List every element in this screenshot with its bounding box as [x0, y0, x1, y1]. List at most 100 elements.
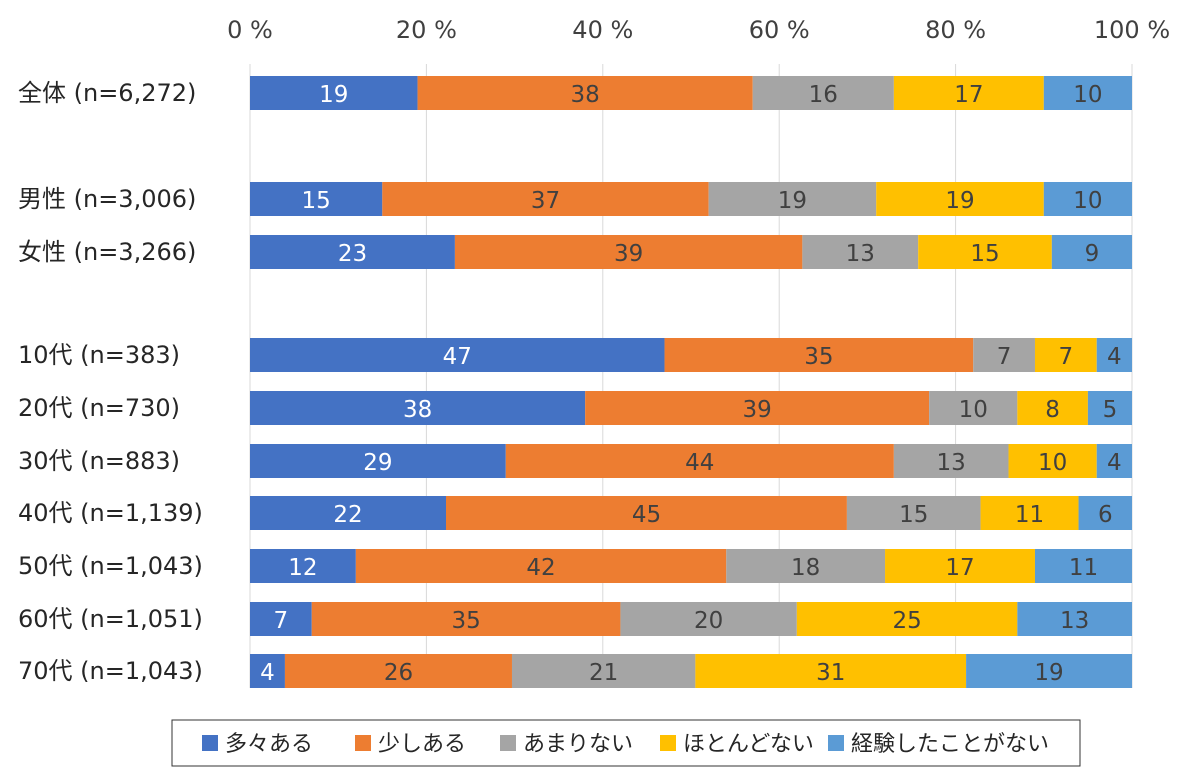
- legend-label: あまりない: [523, 732, 633, 757]
- x-tick-label: 80 %: [925, 16, 986, 44]
- bar-value-label: 15: [970, 241, 999, 267]
- bar-segment: [250, 654, 285, 688]
- bar-value-label: 13: [846, 241, 875, 267]
- gridlines: [249, 64, 1133, 688]
- bar-segment: [1034, 549, 1132, 583]
- legend-label: 多々ある: [225, 732, 313, 757]
- bar-value-label: 15: [899, 502, 928, 528]
- bar-segment: [1043, 182, 1132, 216]
- bar-value-label: 42: [526, 555, 555, 581]
- bar-value-label: 44: [685, 450, 714, 476]
- bar-value-label: 35: [804, 344, 833, 370]
- legend-swatch: [355, 735, 371, 751]
- bar-value-label: 45: [632, 502, 661, 528]
- bar-segment: [417, 76, 753, 110]
- bar-segment: [893, 444, 1009, 478]
- bar-value-label: 8: [1045, 397, 1060, 423]
- bar-segment: [1008, 444, 1097, 478]
- bar-segment: [1078, 496, 1132, 530]
- category-label: 全体 (n=6,272): [18, 79, 196, 107]
- bar-segment: [1087, 391, 1132, 425]
- bar-value-label: 19: [1034, 660, 1063, 686]
- bar-value-label: 16: [809, 82, 838, 108]
- bar-segment: [846, 496, 981, 530]
- category-label: 60代 (n=1,051): [18, 605, 203, 633]
- bar-value-label: 37: [531, 188, 560, 214]
- legend-label: 経験したことがない: [851, 732, 1049, 757]
- bar-value-label: 11: [1069, 555, 1098, 581]
- bar-segment: [505, 444, 894, 478]
- bar-segment: [250, 444, 506, 478]
- bar-value-label: 7: [997, 344, 1012, 370]
- bar-segment: [980, 496, 1079, 530]
- category-labels: 全体 (n=6,272) 男性 (n=3,006) 女性 (n=3,266) 10代 …: [18, 79, 203, 685]
- bar-value-label: 25: [892, 608, 921, 634]
- bar-segment: [726, 549, 886, 583]
- bar-segment: [802, 235, 919, 269]
- bar-value-label: 29: [363, 450, 392, 476]
- bar-value-label: 19: [778, 188, 807, 214]
- bar-segment: [1051, 235, 1132, 269]
- x-tick-label: 100 %: [1094, 16, 1170, 44]
- bar-value-label: 4: [1107, 344, 1122, 370]
- x-axis-tick-labels: 0 % 20 % 40 % 60 % 80 % 100 %: [227, 16, 1170, 44]
- bar-segment: [1017, 602, 1132, 636]
- bar-value-label: 47: [443, 344, 472, 370]
- bar-value-label: 7: [1059, 344, 1074, 370]
- bar-value-label: 19: [945, 188, 974, 214]
- bar-segment: [664, 338, 974, 372]
- bar-value-label: 39: [614, 241, 643, 267]
- bar-segment: [752, 76, 894, 110]
- bar-segment: [966, 654, 1132, 688]
- category-label: 20代 (n=730): [18, 394, 180, 422]
- bar-value-label: 4: [260, 660, 275, 686]
- legend-label: ほとんどない: [683, 732, 814, 757]
- bar-segment: [885, 549, 1035, 583]
- bar-segment: [311, 602, 621, 636]
- bar-segment: [1017, 391, 1088, 425]
- bar-value-label: 23: [338, 241, 367, 267]
- bar-value-label: 35: [451, 608, 480, 634]
- category-label: 70代 (n=1,043): [18, 657, 203, 685]
- bar-segment: [382, 182, 709, 216]
- bar-segment: [446, 496, 847, 530]
- bar-segment: [918, 235, 1052, 269]
- bar-value-label: 13: [937, 450, 966, 476]
- legend-swatch: [202, 735, 218, 751]
- bar-value-label: 10: [1073, 188, 1102, 214]
- legend-swatch: [828, 735, 844, 751]
- bar-segment: [250, 338, 665, 372]
- bar-value-label: 38: [403, 397, 432, 423]
- category-label: 50代 (n=1,043): [18, 552, 203, 580]
- category-label: 10代 (n=383): [18, 341, 180, 369]
- bar-segment: [250, 235, 455, 269]
- bar-segment: [250, 496, 446, 530]
- legend-label: 少しある: [378, 732, 466, 757]
- bar-value-label: 17: [945, 555, 974, 581]
- bar-value-label: 31: [816, 660, 845, 686]
- category-label: 40代 (n=1,139): [18, 499, 203, 527]
- bar-segment: [585, 391, 930, 425]
- bar-value-label: 6: [1098, 502, 1113, 528]
- bar-segment: [250, 549, 356, 583]
- bar-value-label: 12: [288, 555, 317, 581]
- bar-segment: [250, 602, 312, 636]
- bar-value-label: 7: [274, 608, 289, 634]
- legend-swatch: [500, 735, 516, 751]
- x-tick-label: 40 %: [572, 16, 633, 44]
- bar-segment: [511, 654, 696, 688]
- x-tick-label: 20 %: [396, 16, 457, 44]
- bar-value-label: 10: [1038, 450, 1067, 476]
- bar-value-label: 39: [743, 397, 772, 423]
- bar-value-label: 19: [319, 82, 348, 108]
- bar-value-label: 9: [1085, 241, 1100, 267]
- bar-segment: [355, 549, 727, 583]
- bar-value-label: 11: [1015, 502, 1044, 528]
- bar-segment: [250, 76, 418, 110]
- bar-segment: [929, 391, 1018, 425]
- category-label: 女性 (n=3,266): [18, 238, 196, 266]
- bar-value-label: 5: [1103, 397, 1118, 423]
- bar-value-label: 20: [694, 608, 723, 634]
- legend-items: 多々ある 少しある あまりない ほとんどない 経験したことがない: [202, 732, 1049, 757]
